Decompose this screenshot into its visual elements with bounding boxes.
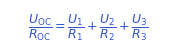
Text: $\dfrac{U_{\mathrm{OC}}}{R_{\mathrm{OC}}} = \dfrac{U_1}{R_1} + \dfrac{U_2}{R_2} : $\dfrac{U_{\mathrm{OC}}}{R_{\mathrm{OC}}… — [28, 13, 149, 43]
